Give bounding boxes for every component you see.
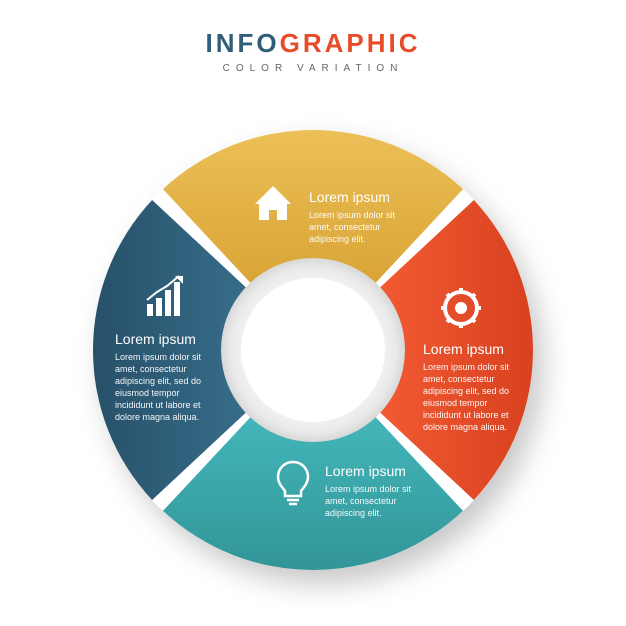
segment-left-body-0: Lorem ipsum dolor sit — [115, 352, 202, 362]
segment-left-title: Lorem ipsum — [115, 331, 196, 347]
segment-bottom-body-2: adipiscing elit. — [325, 508, 382, 518]
segment-right-body-1: amet, consectetur — [423, 374, 495, 384]
segment-bottom-title: Lorem ipsum — [325, 463, 406, 479]
gear-icon — [441, 288, 481, 328]
segment-left-body-3: eiusmod tempor — [115, 388, 180, 398]
segment-top-title: Lorem ipsum — [309, 189, 390, 205]
segment-right-body-4: incididunt ut labore et — [423, 410, 509, 420]
segment-right-title: Lorem ipsum — [423, 341, 504, 357]
segment-left-body-1: amet, consectetur — [115, 364, 187, 374]
segment-left-body-5: dolore magna aliqua. — [115, 412, 199, 422]
donut-chart: Lorem ipsum Lorem ipsum dolor sit amet, … — [53, 90, 573, 610]
page-title: INFOGRAPHIC — [0, 28, 626, 59]
segment-top-body-1: amet, consectetur — [309, 222, 381, 232]
segment-right-body-5: dolore magna aliqua. — [423, 422, 507, 432]
infographic-page: { "header": { "title_part1": "INFO", "ti… — [0, 0, 626, 626]
center-hole — [241, 278, 385, 422]
header: INFOGRAPHIC COLOR VARIATION — [0, 28, 626, 74]
segment-left-body-2: adipiscing elit, sed do — [115, 376, 201, 386]
segment-right-body-2: adipiscing elit, sed do — [423, 386, 509, 396]
segment-bottom-body-1: amet, consectetur — [325, 496, 397, 506]
segment-top-body-0: Lorem ipsum dolor sit — [309, 210, 396, 220]
page-subtitle: COLOR VARIATION — [0, 63, 626, 74]
title-part-2: GRAPHIC — [280, 28, 421, 58]
title-part-1: INFO — [205, 28, 279, 58]
segment-right-body-3: eiusmod tempor — [423, 398, 488, 408]
segment-right-body-0: Lorem ipsum dolor sit — [423, 362, 510, 372]
segment-top-body-2: adipiscing elit. — [309, 234, 366, 244]
segment-bottom-body-0: Lorem ipsum dolor sit — [325, 484, 412, 494]
segment-left-body-4: incididunt ut labore et — [115, 400, 201, 410]
